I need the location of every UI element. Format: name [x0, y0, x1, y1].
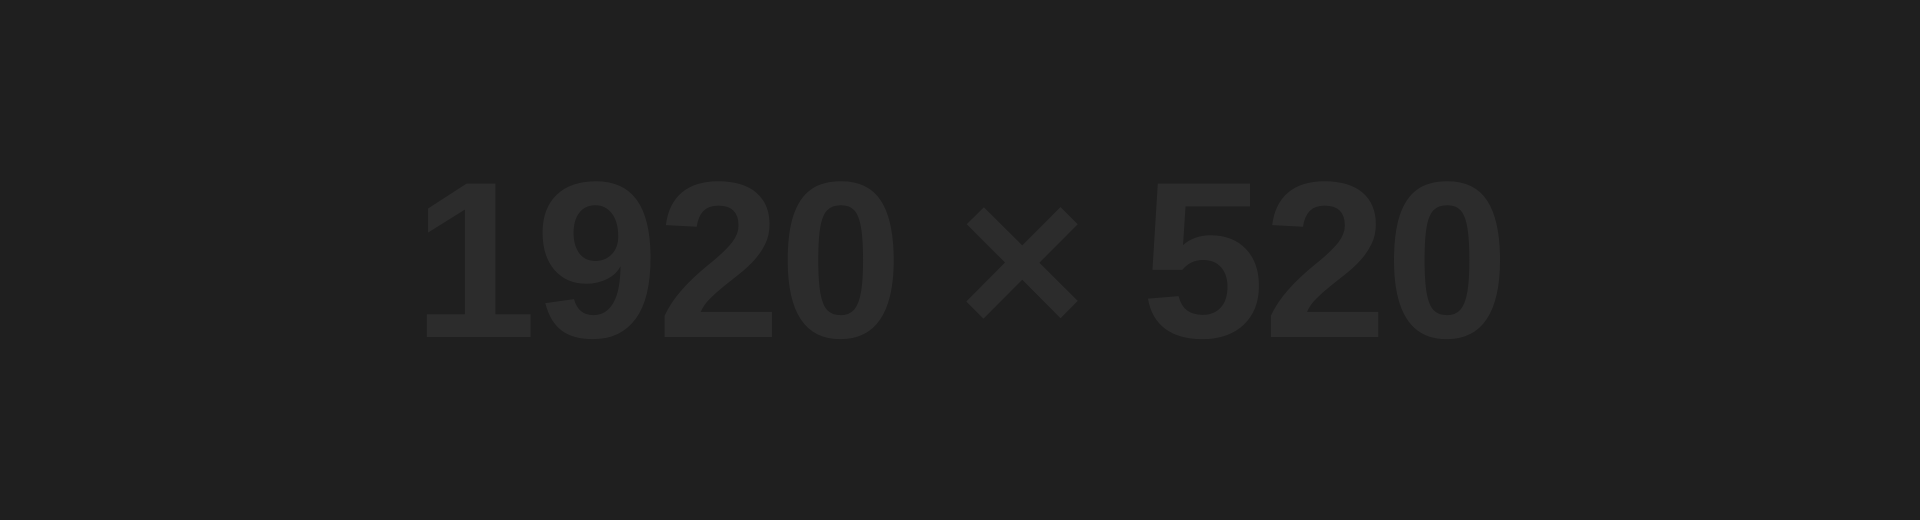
dimensions-label: 1920 × 520	[412, 135, 1509, 385]
times-symbol: ×	[956, 135, 1087, 385]
height-text: 520	[1141, 135, 1509, 385]
width-text: 1920	[412, 135, 903, 385]
